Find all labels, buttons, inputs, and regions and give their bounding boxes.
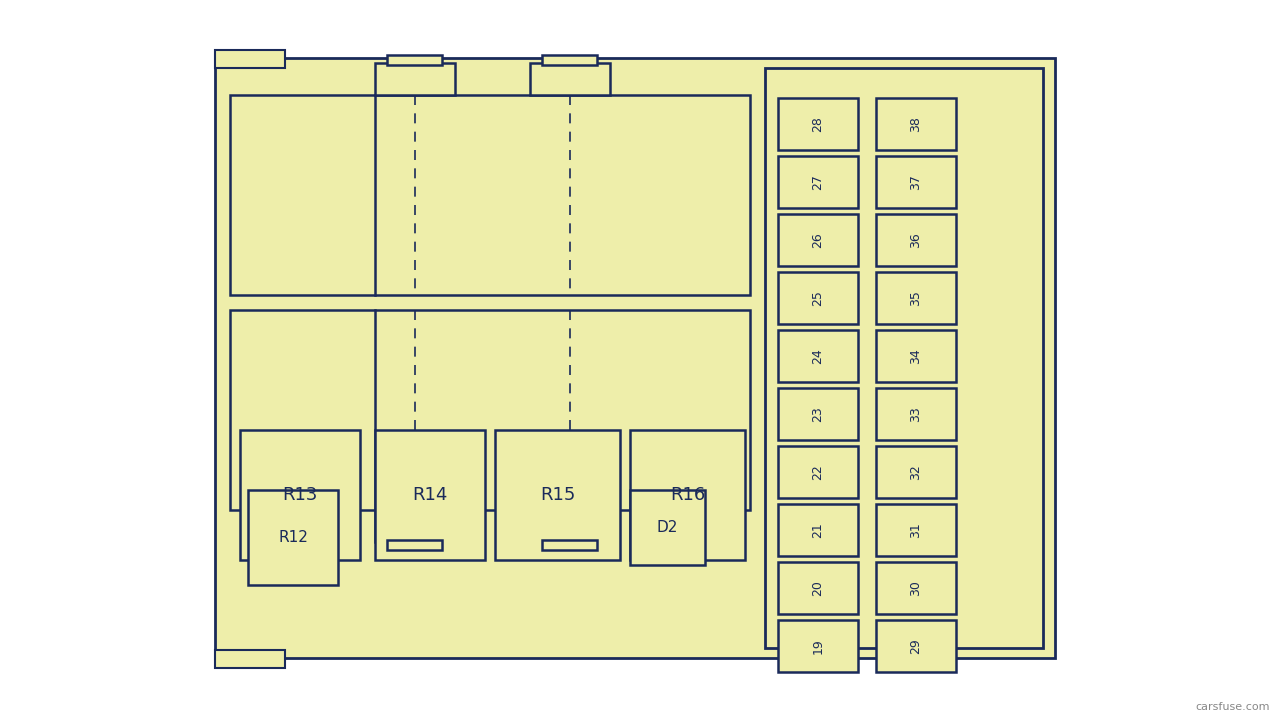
Text: 29: 29 (910, 638, 923, 654)
Bar (778, 620, 858, 672)
Text: 33: 33 (910, 406, 923, 422)
Text: 34: 34 (910, 348, 923, 364)
Text: D2: D2 (657, 520, 678, 535)
Bar (778, 156, 858, 208)
Bar (530, 510, 611, 542)
Text: 27: 27 (812, 174, 824, 190)
Bar (541, 540, 596, 550)
Text: R14: R14 (412, 486, 448, 504)
Bar (876, 272, 956, 324)
Bar (375, 430, 485, 560)
Bar (876, 214, 956, 266)
Text: 24: 24 (812, 348, 824, 364)
Text: 23: 23 (812, 406, 824, 422)
Text: 30: 30 (910, 580, 923, 596)
Bar (778, 504, 858, 556)
Text: 28: 28 (812, 116, 824, 132)
Bar (876, 446, 956, 498)
Text: 22: 22 (812, 464, 824, 480)
Bar (778, 446, 858, 498)
Bar (765, 68, 1043, 648)
Bar (241, 430, 360, 560)
Bar (778, 562, 858, 614)
Bar (876, 620, 956, 672)
Bar (778, 98, 858, 150)
Bar (778, 272, 858, 324)
Bar (876, 562, 956, 614)
Bar (778, 388, 858, 440)
Bar (630, 490, 705, 565)
Bar (876, 156, 956, 208)
Text: 20: 20 (812, 580, 824, 596)
Text: carsfuse.com: carsfuse.com (1196, 702, 1270, 712)
Bar (215, 58, 1055, 658)
Text: 25: 25 (812, 290, 824, 306)
Text: 31: 31 (910, 522, 923, 538)
Text: 32: 32 (910, 464, 923, 480)
Bar (530, 63, 611, 95)
Bar (630, 430, 745, 560)
Bar (230, 95, 750, 295)
Bar (248, 490, 338, 585)
Text: R12: R12 (278, 530, 308, 545)
Text: R13: R13 (283, 486, 317, 504)
Text: 19: 19 (812, 638, 824, 654)
Bar (876, 388, 956, 440)
Bar (230, 310, 750, 510)
Bar (876, 504, 956, 556)
Bar (375, 510, 454, 542)
Bar (215, 650, 285, 668)
Text: 38: 38 (910, 116, 923, 132)
Text: 26: 26 (812, 232, 824, 248)
Bar (876, 98, 956, 150)
Text: R15: R15 (540, 486, 575, 504)
Bar (778, 214, 858, 266)
Bar (375, 63, 454, 95)
Bar (876, 330, 956, 382)
Bar (778, 330, 858, 382)
Bar (495, 430, 620, 560)
Text: R16: R16 (669, 486, 705, 504)
Text: 37: 37 (910, 174, 923, 190)
Text: 36: 36 (910, 232, 923, 248)
Text: 21: 21 (812, 522, 824, 538)
Bar (541, 55, 596, 65)
Bar (215, 50, 285, 68)
Bar (387, 55, 442, 65)
Bar (387, 540, 442, 550)
Text: 35: 35 (910, 290, 923, 306)
